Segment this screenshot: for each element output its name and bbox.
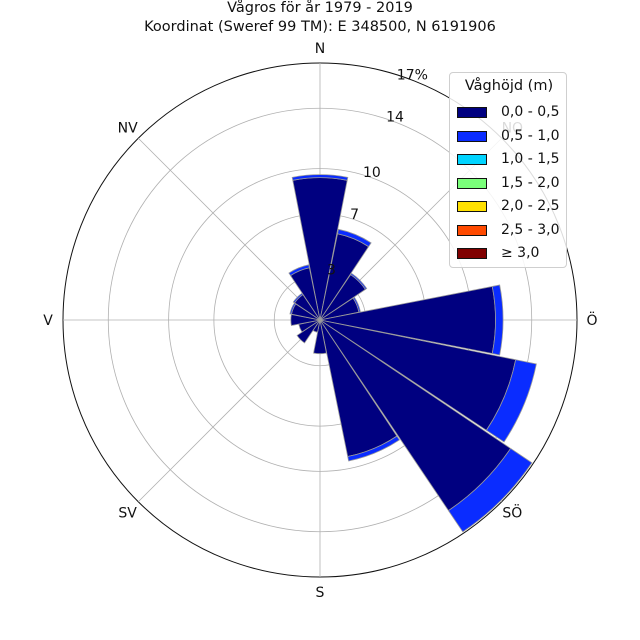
rose-bar-segment: [491, 284, 504, 356]
legend-label: 0,0 - 0,5: [501, 104, 560, 120]
direction-label: Ö: [586, 311, 597, 329]
legend-swatch: [457, 248, 487, 259]
legend-label: 1,0 - 1,5: [501, 151, 560, 167]
rose-bar-segment: [447, 447, 533, 533]
legend: Våghöjd (m) 0,0 - 0,5 0,5 - 1,0 1,0 - 1,5 1…: [449, 72, 567, 268]
grid-spoke: [137, 319, 321, 503]
legend-label: 2,0 - 2,5: [501, 198, 560, 214]
rose-bar-segment: [291, 174, 349, 181]
legend-swatch: [457, 154, 487, 165]
rose-bars: [288, 174, 537, 533]
legend-title: Våghöjd (m): [464, 78, 554, 94]
radial-tick-label: 17%: [397, 68, 428, 84]
legend-swatch: [457, 130, 487, 142]
direction-label: NV: [118, 121, 138, 137]
rose-bar-segment: [337, 228, 372, 248]
direction-label: V: [43, 313, 53, 329]
chart-title: Vågros för år 1979 - 2019: [227, 0, 413, 16]
legend-swatch: [457, 177, 487, 189]
chart-subtitle: Koordinat (Sweref 99 TM): E 348500, N 61…: [144, 19, 496, 35]
radial-tick-label: 3: [327, 263, 336, 279]
rose-bar-segment: [347, 435, 400, 462]
direction-label: S: [316, 585, 325, 601]
radial-tick-label: 7: [350, 207, 359, 223]
rose-bar-segment: [485, 359, 537, 443]
direction-label: SÖ: [502, 503, 522, 521]
legend-label: 0,5 - 1,0: [501, 127, 560, 144]
direction-label: SV: [118, 505, 137, 521]
legend-label: ≥ 3,0: [501, 245, 540, 261]
legend-swatch: [457, 201, 487, 212]
direction-label: N: [315, 41, 325, 57]
radial-tick-label: 10: [363, 165, 381, 181]
radial-tick-label: 14: [386, 109, 404, 125]
rose-bar-segment: [288, 264, 310, 277]
legend-label: 1,5 - 2,0: [501, 174, 560, 191]
rose-bar-segment: [350, 272, 368, 290]
radial-tick-labels: 3 7 10 14 17%: [327, 68, 428, 279]
legend-swatch: [457, 224, 487, 236]
grid-spoke: [137, 137, 321, 321]
legend-label: 2,5 - 3,0: [501, 221, 560, 238]
legend-swatch: [457, 107, 487, 118]
